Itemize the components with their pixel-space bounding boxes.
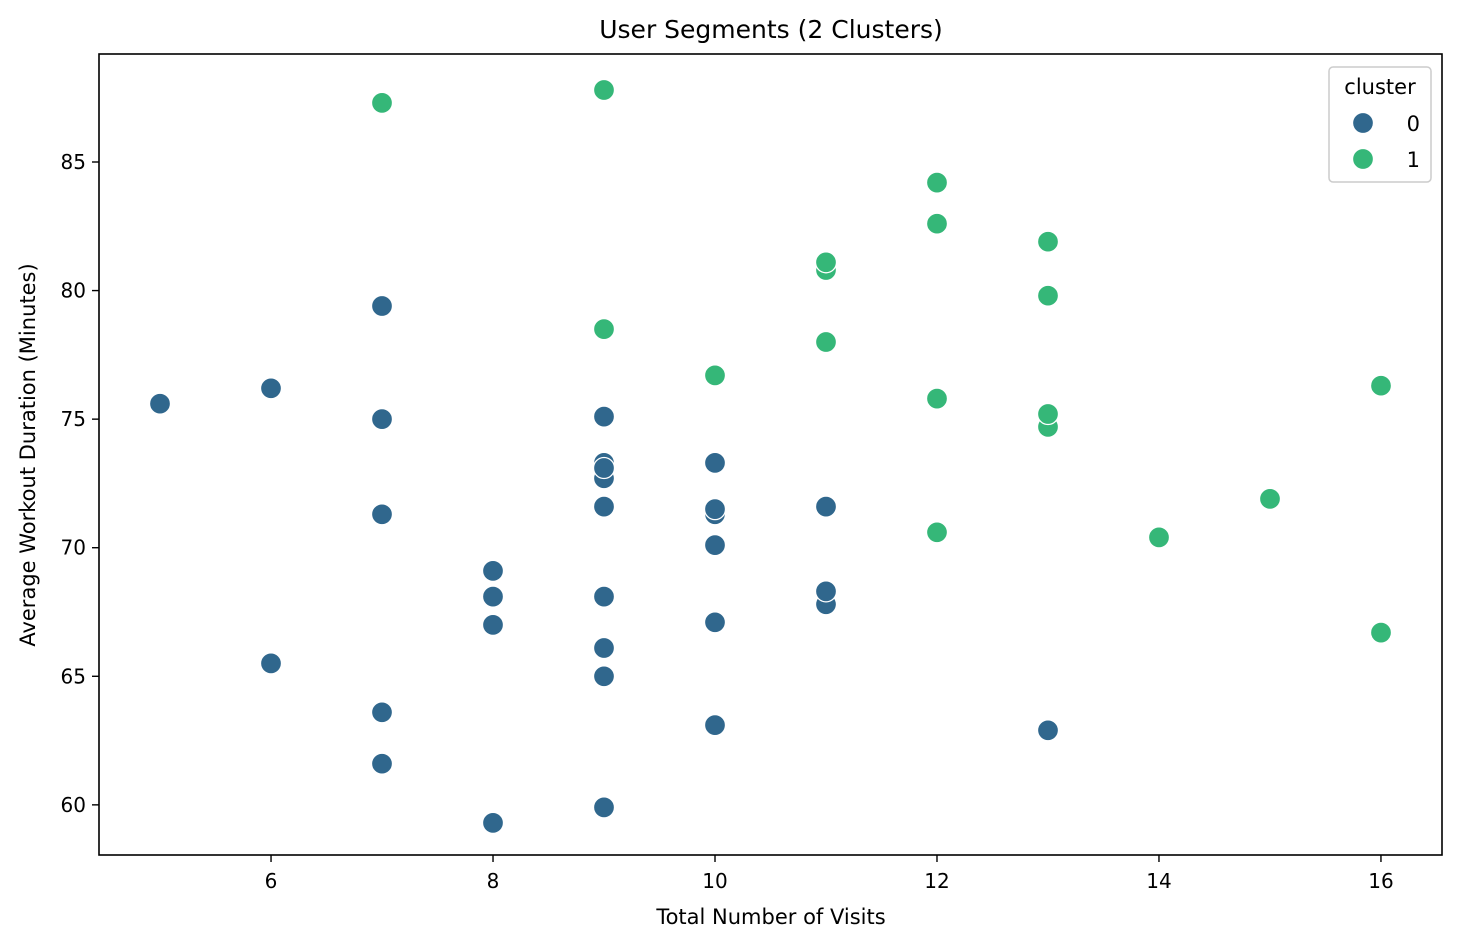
- scatter-point-cluster-1-0: [370, 91, 394, 115]
- scatter-point-cluster-1-7: [925, 171, 949, 194]
- x-tick-label: 8: [487, 869, 500, 893]
- scatter-point-cluster-1-8: [925, 212, 949, 235]
- scatter-point-cluster-0-8: [481, 559, 505, 583]
- scatter-point-cluster-0-26: [703, 713, 727, 737]
- legend-marker-1: [1351, 147, 1375, 171]
- y-tick-label: 65: [61, 664, 86, 688]
- scatter-point-cluster-0-27: [814, 495, 838, 518]
- scatter-point-cluster-0-7: [370, 752, 394, 775]
- scatter-point-cluster-1-10: [925, 521, 949, 544]
- scatter-point-cluster-1-14: [1036, 402, 1060, 426]
- scatter-point-cluster-0-18: [592, 636, 616, 660]
- scatter-point-cluster-0-3: [370, 294, 394, 318]
- scatter-point-cluster-0-15: [592, 456, 616, 480]
- y-tick-label: 85: [61, 150, 86, 174]
- plot-frame: [98, 53, 1443, 856]
- x-tick-label: 14: [1146, 869, 1171, 893]
- legend: cluster 01: [1328, 66, 1432, 183]
- scatter-point-cluster-0-25: [703, 611, 727, 634]
- scatter-point-cluster-0-29: [814, 580, 838, 603]
- x-tick-label: 16: [1368, 869, 1393, 893]
- scatter-point-cluster-0-6: [370, 701, 394, 724]
- y-tick-label: 70: [61, 536, 86, 560]
- scatter-point-cluster-0-23: [703, 497, 727, 521]
- scatter-point-cluster-0-17: [592, 585, 616, 608]
- scatter-point-cluster-1-6: [814, 330, 838, 354]
- scatter-point-cluster-0-10: [481, 613, 505, 637]
- y-tick-label: 80: [61, 279, 86, 303]
- legend-marker-0: [1351, 111, 1375, 135]
- scatter-point-cluster-1-11: [1036, 230, 1060, 253]
- scatter-point-cluster-0-21: [703, 451, 727, 475]
- scatter-point-cluster-0-11: [481, 811, 505, 835]
- x-axis: 6 8 10 12 14 16: [265, 855, 1394, 893]
- scatter-point-cluster-0-24: [703, 533, 727, 557]
- scatter-point-cluster-0-20: [592, 796, 616, 819]
- scatter-point-cluster-0-5: [370, 503, 394, 526]
- chart-title: User Segments (2 Clusters): [599, 15, 943, 44]
- scatter-point-cluster-1-12: [1036, 284, 1060, 307]
- scatter-point-cluster-1-17: [1369, 374, 1393, 397]
- y-axis-label: Average Workout Duration (Minutes): [16, 263, 40, 646]
- scatter-point-cluster-0-2: [259, 652, 283, 675]
- scatter-point-cluster-0-9: [481, 585, 505, 608]
- legend-label-0: 0: [1407, 112, 1420, 136]
- scatter-point-cluster-0-30: [1036, 719, 1060, 742]
- scatter-point-cluster-1-3: [703, 364, 727, 387]
- x-tick-label: 6: [265, 869, 278, 893]
- legend-title: cluster: [1344, 75, 1416, 99]
- scatter-point-cluster-1-5: [814, 251, 838, 274]
- x-tick-label: 12: [924, 869, 949, 893]
- y-axis: 60 65 70 75 80 85: [61, 150, 99, 817]
- x-tick-label: 10: [702, 869, 727, 893]
- legend-entries: 01: [1351, 111, 1420, 172]
- scatter-point-cluster-0-1: [259, 377, 283, 400]
- scatter-point-cluster-1-16: [1258, 487, 1282, 511]
- points-layer: [148, 78, 1393, 835]
- scatter-point-cluster-0-19: [592, 665, 616, 688]
- scatter-point-cluster-0-12: [592, 405, 616, 428]
- x-axis-label: Total Number of Visits: [655, 905, 885, 929]
- scatter-point-cluster-1-18: [1369, 621, 1393, 644]
- y-tick-label: 60: [61, 793, 86, 817]
- scatter-point-cluster-0-16: [592, 495, 616, 518]
- scatter-point-cluster-0-4: [370, 407, 394, 431]
- scatter-point-cluster-1-15: [1147, 526, 1171, 549]
- legend-label-1: 1: [1407, 148, 1420, 172]
- scatter-point-cluster-0-0: [148, 392, 172, 415]
- scatter-point-cluster-1-2: [592, 317, 616, 341]
- scatter-point-cluster-1-9: [925, 387, 949, 410]
- y-tick-label: 75: [61, 407, 86, 431]
- scatter-point-cluster-1-1: [592, 78, 616, 102]
